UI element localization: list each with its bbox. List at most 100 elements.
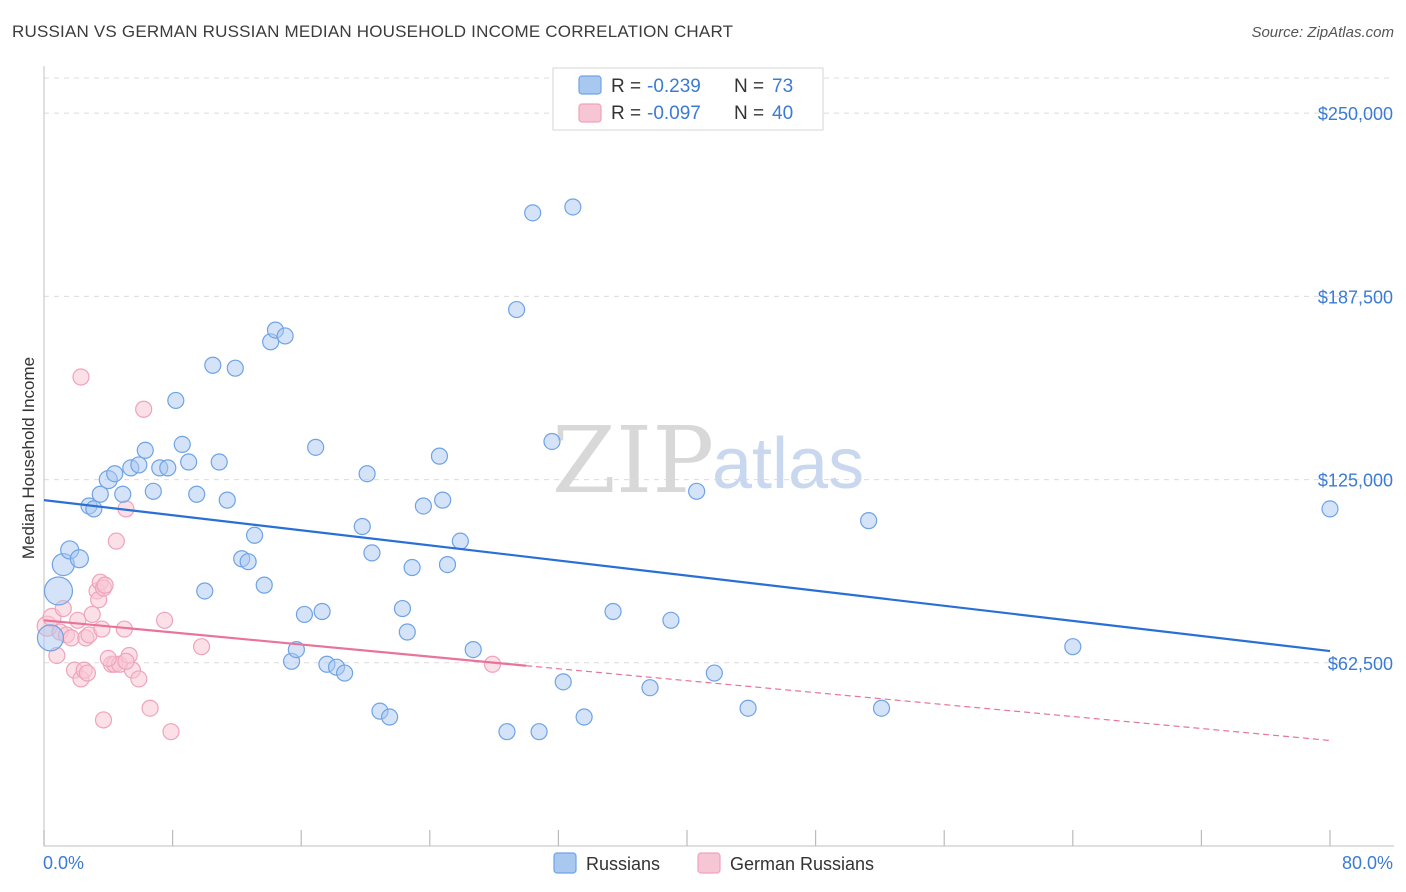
german-russians-point [162,723,180,741]
german-russians-trend-extension [526,665,1331,742]
russians-point [451,532,469,550]
y-axis-title: Median Household Income [19,357,38,559]
x-tick-label-max: 80.0% [1342,853,1393,873]
german-russians-point [69,611,87,629]
russians-point [91,485,109,503]
german-russians-point [62,629,80,647]
russians-point [287,641,305,659]
russians-point [430,447,449,465]
y-tick-label: $187,500 [1318,287,1393,307]
russians-point [524,204,542,222]
russians-point [705,664,723,682]
y-tick-label: $250,000 [1318,104,1393,124]
bottom-legend: Russians German Russians [553,852,874,874]
german-russians-trend-line [43,619,527,667]
russians-point [245,526,264,544]
legend-r-label-russians: R = [611,76,641,97]
russians-point [204,356,222,374]
russians-point [276,327,294,345]
german-russians-point [72,368,90,386]
russians-point [167,391,185,410]
russians-point [313,602,331,621]
russians-point [662,611,680,629]
german-russians-point [130,670,148,688]
russians-point [393,599,412,618]
russians-point [85,500,103,518]
russians-point [159,459,177,477]
russians-point [498,723,516,741]
legend-r-value-russians: -0.239 [647,76,701,97]
german-russians-point [155,611,174,629]
russians-point [381,708,399,726]
russians-point [641,679,659,697]
german-russians-point [117,652,135,670]
russians-point [530,723,548,741]
russians-point [114,485,132,503]
german-russians-point [107,532,125,550]
gridlines [44,77,1394,664]
russians-point [438,555,457,574]
russians-point [1321,500,1339,518]
legend-swatch-german-russians [578,103,602,123]
russians-trend-line [43,499,1331,653]
y-tick-label: $125,000 [1318,471,1393,491]
russians-point [43,576,74,606]
russians-point [69,549,89,569]
german-russians-point [96,576,114,594]
axes [43,66,1394,847]
russians-point [307,438,325,456]
watermark-zip: ZIP [552,407,714,514]
russians-point [860,512,878,530]
legend-swatch-russians [578,75,602,95]
bottom-legend-swatch-german-russians [697,852,721,874]
russians-point [604,602,622,621]
russians-point [358,465,376,483]
russians-point [564,198,582,216]
russians-point [36,624,65,652]
german-russians-point [135,400,153,418]
legend-n-label-german-russians: N = [734,103,764,124]
legend-n-value-german-russians: 40 [772,103,793,124]
russians-point [543,432,561,451]
russians-point [255,576,273,594]
russians-point [1064,638,1082,656]
russians-point [414,497,432,515]
legend-r-value-german-russians: -0.097 [647,103,701,124]
bottom-legend-label-german-russians: German Russians [730,854,874,874]
legend-n-value-russians: 73 [772,76,793,97]
russians-point [136,441,154,459]
russians-point [739,699,757,717]
russians-point [434,491,452,509]
german-russians-point [192,638,211,656]
russians-point [106,465,124,483]
german-russians-point [141,699,159,717]
russians-point [688,482,706,500]
russians-point [403,558,421,577]
y-tick-labels: $62,500 $125,000 $187,500 $250,000 [1318,104,1393,674]
russians-point [239,553,257,571]
russians-point [218,491,236,509]
russians-point [295,605,314,624]
russians-point [130,456,148,474]
legend-r-label-german-russians: R = [611,103,641,124]
russians-point [173,435,191,454]
bottom-legend-label-russians: Russians [586,854,660,874]
german-russians-point [99,649,117,667]
german-russians-point [83,605,101,624]
russians-point [210,453,228,471]
watermark: ZIP atlas [552,407,864,514]
russians-points [36,198,1339,741]
bottom-legend-swatch-russians [553,852,577,874]
russians-point [508,300,526,319]
german-russians-points [36,368,502,741]
watermark-atlas: atlas [712,424,864,504]
russians-point [196,582,214,600]
russians-point [398,623,416,641]
legend-n-label-russians: N = [734,76,764,97]
german-russians-point [483,655,502,673]
russians-point [363,544,381,562]
source-credit: Source: ZipAtlas.com [1251,24,1394,41]
russians-point [144,482,162,500]
russians-point [464,641,482,659]
